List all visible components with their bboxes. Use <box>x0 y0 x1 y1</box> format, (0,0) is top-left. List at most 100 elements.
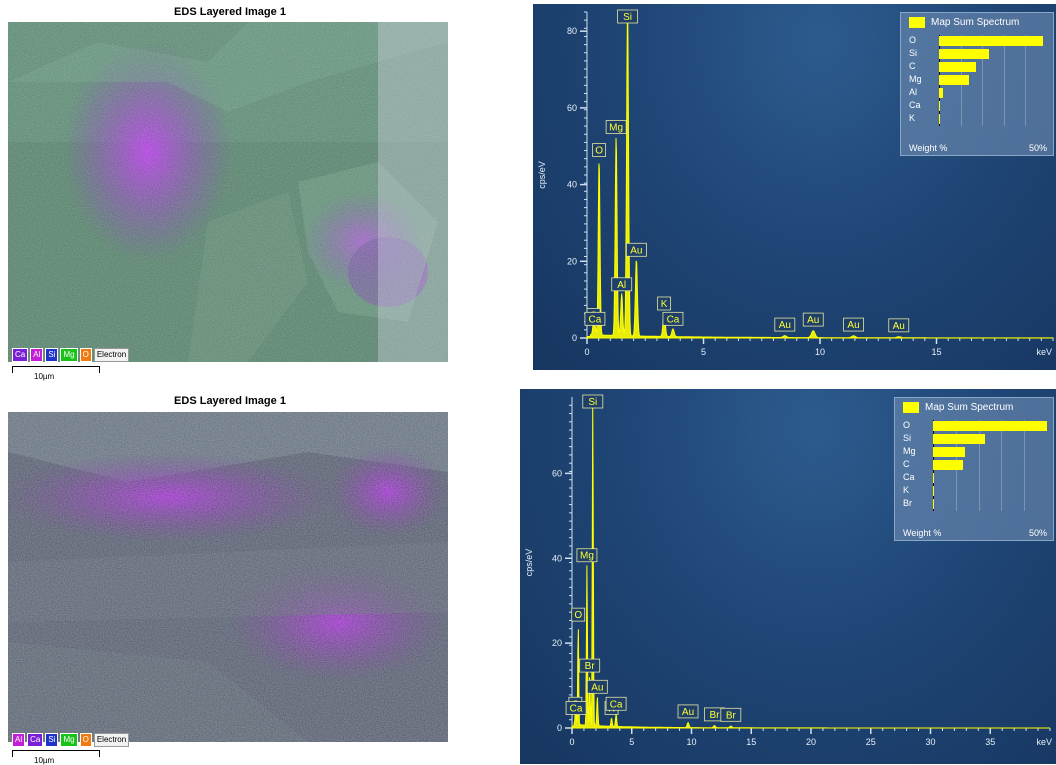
peak-label-box <box>611 277 633 292</box>
element-legend-2: Al Ca Si Mg O Electron <box>12 733 130 747</box>
peak-label-text: Mg <box>580 551 594 562</box>
peak-label-box <box>592 143 607 157</box>
inset-footer-label: Weight % <box>909 143 948 153</box>
y-tick-label: 80 <box>567 26 577 36</box>
peak-label-text: Mg <box>609 123 623 134</box>
peak-label-box <box>843 317 864 332</box>
legend-chip: Mg <box>60 348 78 362</box>
peak-label-box <box>605 696 627 711</box>
peak-label: Au <box>888 318 910 333</box>
peak-label-box <box>579 658 601 673</box>
x-tick-label: 15 <box>746 737 756 747</box>
legend-chip: Mg <box>60 733 78 747</box>
inset-weight-bar <box>939 49 989 59</box>
inset-footer-max: 50% <box>1028 528 1047 538</box>
legend-chip: Electron <box>93 348 130 362</box>
peak-label-box <box>586 679 608 694</box>
inset-weight-bar <box>939 114 940 124</box>
spectrum-plot-1: 0 20 40 60 80 0 5 10 15 cps/eV keV C Ca O Mg Al Si Au K Ca A… <box>537 9 1054 357</box>
inset-element-label: K <box>909 113 916 123</box>
inset-element-label: Mg <box>903 446 916 456</box>
peak-label-box <box>582 394 604 409</box>
peak-label-box <box>571 607 586 622</box>
peak-label-box <box>657 296 672 311</box>
spectrum-plot-2: 0 20 40 60 0 5 10 15 20 25 30 35 cps/eV keV C Ca O Mg Br Si… <box>524 394 1052 747</box>
peak-label-box <box>565 701 587 715</box>
peak-label: Ca <box>565 701 587 715</box>
inset-element-label: K <box>903 485 910 495</box>
peak-label-box <box>677 704 699 719</box>
map-title-2: EDS Layered Image 1 <box>174 395 286 407</box>
y-tick-label: 40 <box>567 180 577 190</box>
peak-label-text: Au <box>847 320 859 331</box>
y-tick-label: 40 <box>552 553 562 563</box>
weight-percent-inset-2: Map Sum Spectrum O Si Mg C Ca K Br Weight % 50% <box>894 397 1054 541</box>
peak-label: Ca <box>662 311 684 326</box>
inset-gridline <box>1003 35 1005 126</box>
peak-label: Br <box>720 707 742 722</box>
x-tick-label: 10 <box>686 737 696 747</box>
inset-weight-bar <box>933 499 934 509</box>
inset-weight-bar <box>939 36 1043 46</box>
inset-gridline <box>1025 35 1027 126</box>
x-tick-label: 15 <box>931 347 941 357</box>
peak-label: Mg <box>605 120 627 134</box>
peak-label-box <box>720 707 742 722</box>
peak-label: Si <box>582 394 604 409</box>
peak-label-box <box>617 9 638 24</box>
inset-header: Map Sum Spectrum <box>903 402 1013 413</box>
peak-label: Au <box>677 704 699 719</box>
y-tick-label: 20 <box>552 638 562 648</box>
legend-chip: Electron <box>93 733 130 747</box>
peak-label-text: Br <box>709 710 720 721</box>
x-tick-label: 35 <box>985 737 995 747</box>
peak-label: Si <box>617 9 638 24</box>
peak-label-text: O <box>574 610 582 621</box>
inset-element-label: Br <box>903 498 912 508</box>
peak-label: Al <box>611 277 633 292</box>
peak-label: Au <box>802 312 824 327</box>
inset-gridline <box>1001 420 1003 511</box>
inset-element-label: Si <box>909 48 918 58</box>
x-tick-label: 0 <box>569 737 574 747</box>
peak-label-text: Si <box>623 12 632 23</box>
inset-title: Map Sum Spectrum <box>925 402 1014 413</box>
peak-label-text: Al <box>617 280 626 291</box>
scale-label: 10µm <box>34 372 55 381</box>
inset-element-label: Ca <box>903 472 915 482</box>
y-axis-label: cps/eV <box>524 549 534 577</box>
peak-label: Ca <box>605 696 627 711</box>
peak-label: Au <box>843 317 864 332</box>
peak-label-text: Au <box>779 320 791 331</box>
legend-chip: O <box>79 348 92 362</box>
x-tick-label: 30 <box>925 737 935 747</box>
inset-weight-bar <box>933 460 963 470</box>
legend-chip: Al <box>30 348 44 362</box>
peak-label: Au <box>625 242 647 257</box>
inset-element-label: O <box>909 35 917 45</box>
x-tick-label: 25 <box>866 737 876 747</box>
peak-label-text: Br <box>726 710 737 721</box>
peak-label-box <box>576 548 598 563</box>
scale-label: 10µm <box>34 756 55 765</box>
peak-label: O <box>592 143 607 157</box>
scale-bar-2: 10µm <box>12 750 100 765</box>
peak-label-text: Au <box>591 682 603 693</box>
eds-layered-map-2 <box>8 412 448 742</box>
peak-label-box <box>584 311 606 326</box>
peak-label-text: Ca <box>589 314 602 325</box>
eds-map-image-1 <box>8 22 448 362</box>
eds-map-image-2 <box>8 412 448 742</box>
weight-percent-inset-1: Map Sum Spectrum O Si C Mg Al Ca K Weight % 50% <box>900 12 1054 156</box>
peak-label-text: Au <box>893 321 905 332</box>
x-tick-label: 0 <box>584 347 589 357</box>
peak-label-text: Au <box>807 315 819 326</box>
peak-label: K <box>657 296 672 311</box>
peak-label: Mg <box>576 548 598 563</box>
inset-gridline <box>978 420 980 511</box>
peak-label: Br <box>579 658 601 673</box>
x-axis-label: keV <box>1036 347 1052 357</box>
peak-label: Ca <box>584 311 606 326</box>
inset-element-label: Si <box>903 433 912 443</box>
element-legend-1: Ca Al Si Mg O Electron <box>12 348 130 362</box>
